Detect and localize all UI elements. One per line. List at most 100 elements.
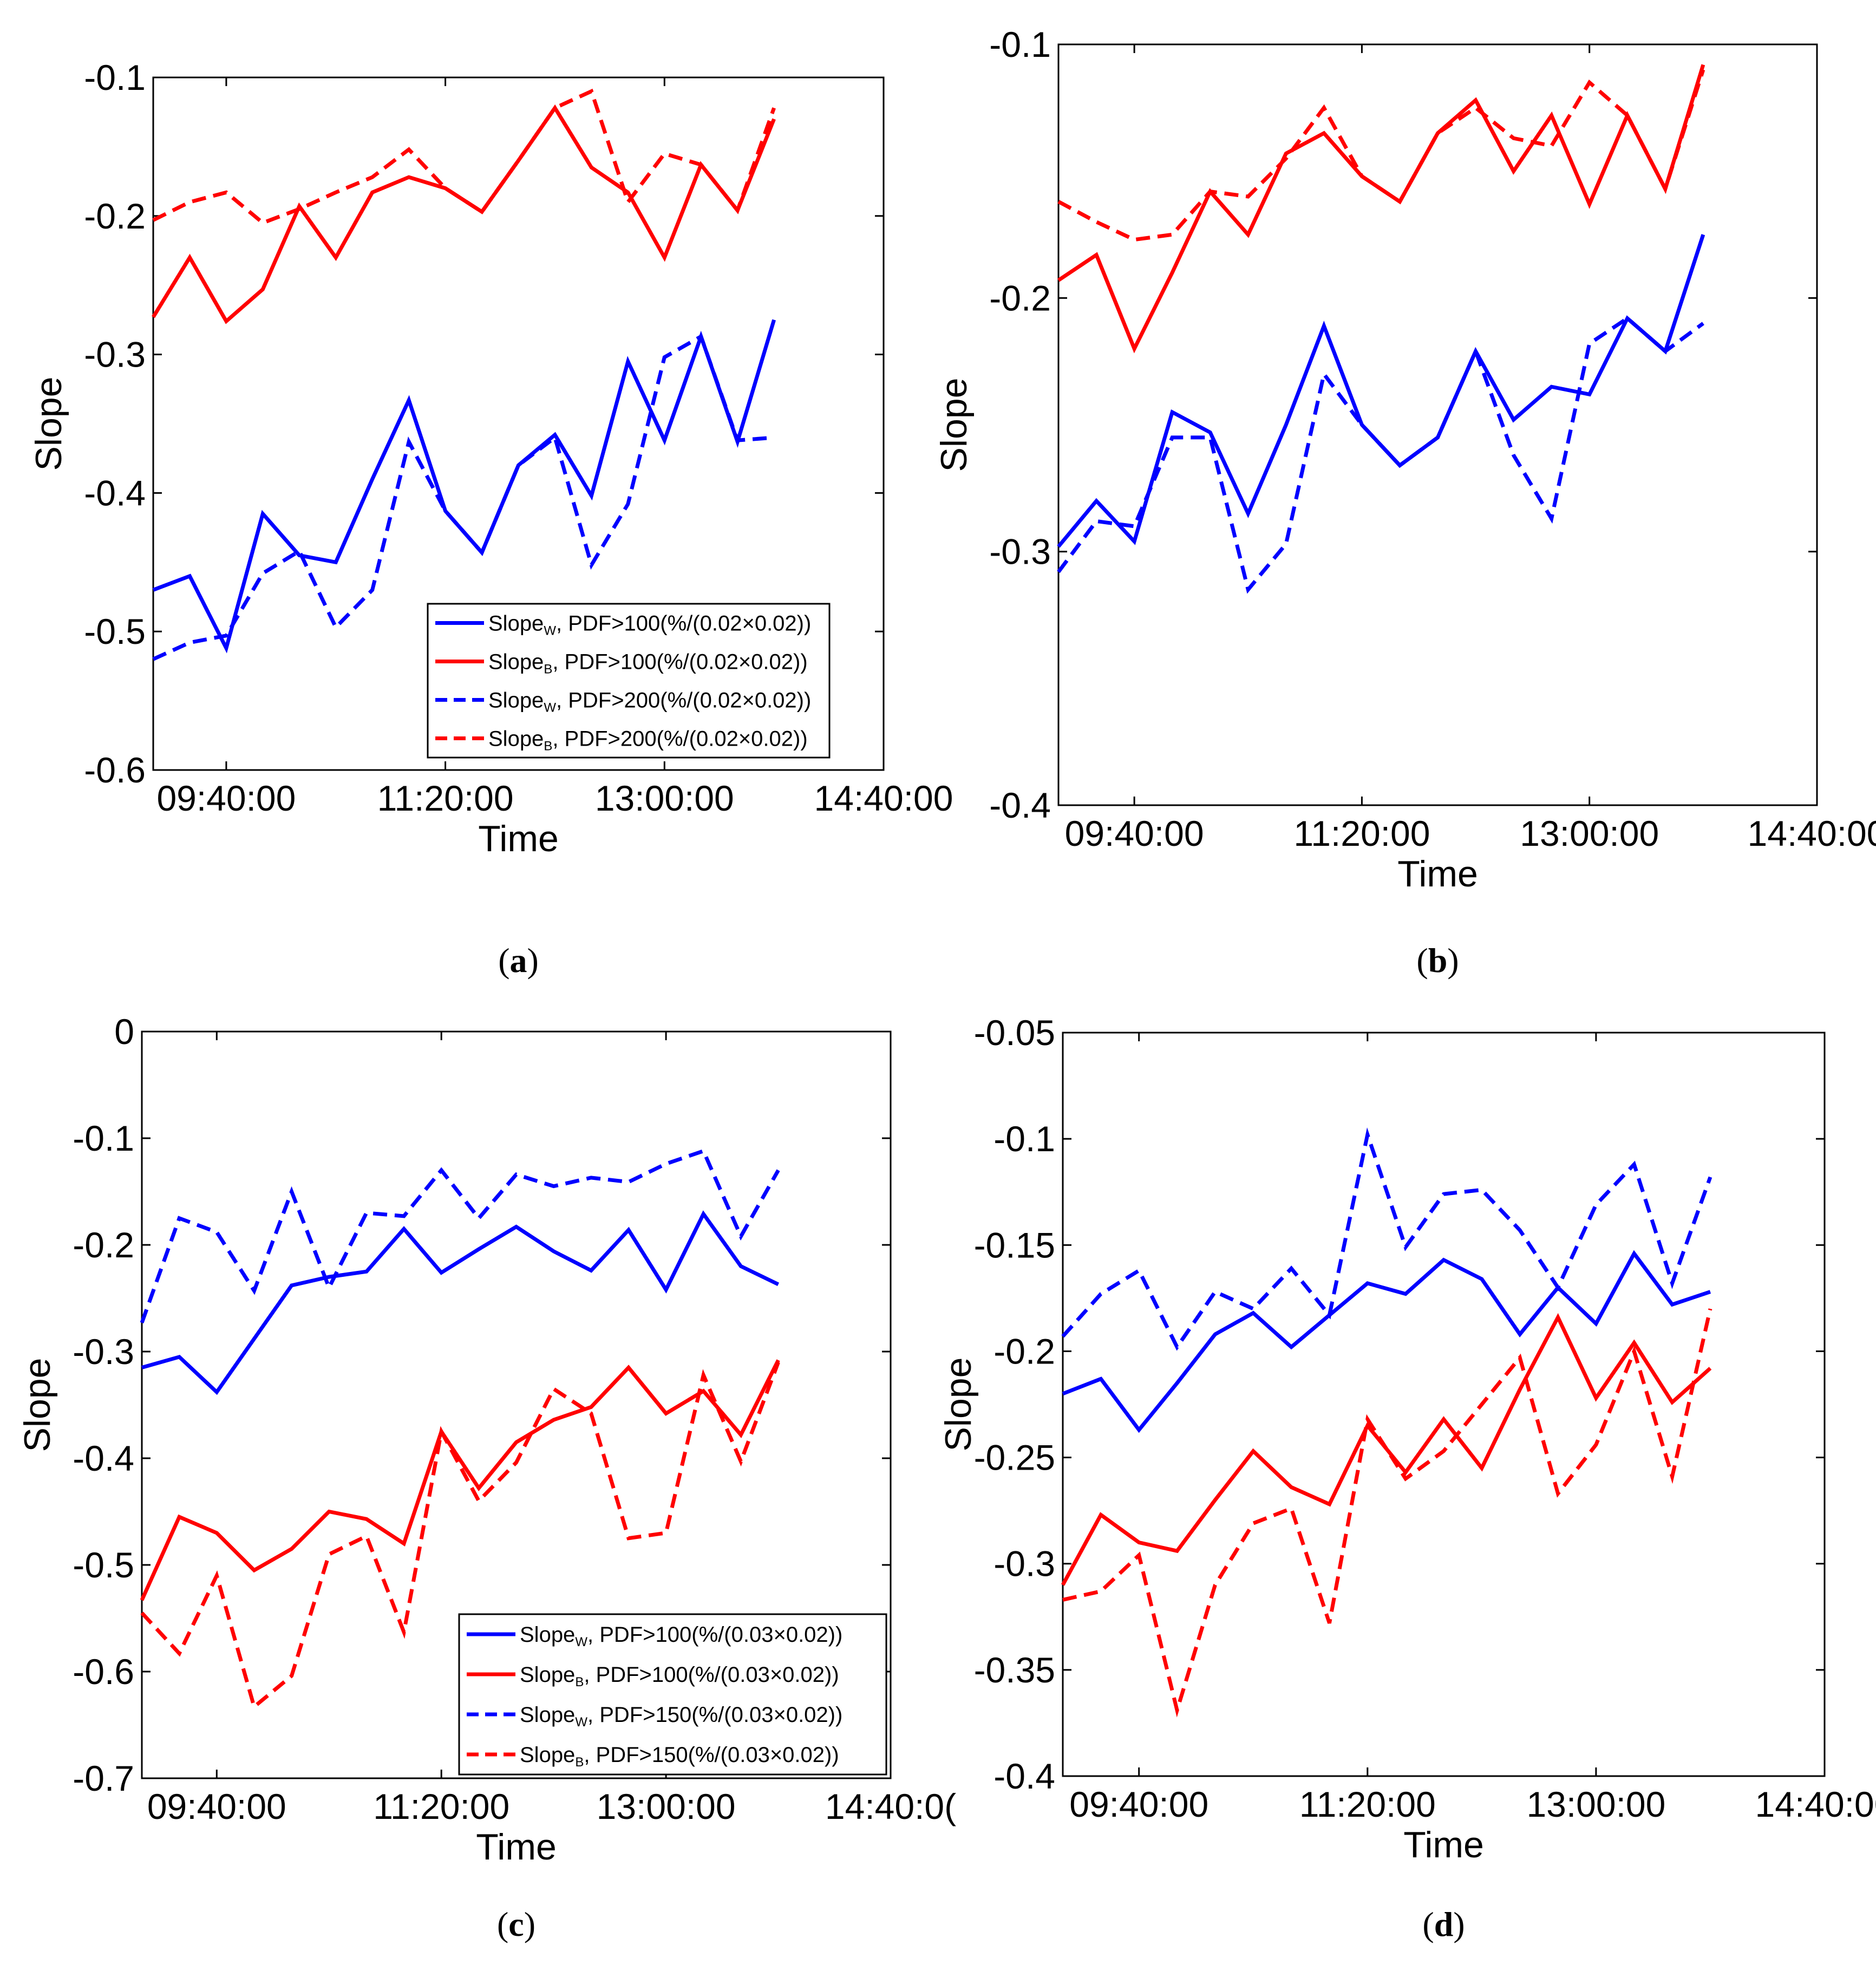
legend-subscript: B — [575, 1675, 584, 1689]
y-tick-label: -0.5 — [84, 611, 146, 651]
y-tick-label: -0.1 — [84, 57, 146, 97]
x-tick-label: 14:40:00 — [814, 778, 953, 818]
series-line-blue-solid — [1057, 234, 1705, 548]
caption-letter: a — [510, 941, 527, 980]
legend: SlopeW, PDF>100(%/(0.02×0.02))SlopeB, PD… — [427, 603, 831, 759]
x-tick-label: 09:40:00 — [147, 1786, 286, 1826]
legend-entry: SlopeB, PDF>200(%/(0.02×0.02)) — [488, 727, 808, 754]
y-tick-label: 0 — [114, 1012, 134, 1052]
y-tick-label: -0.4 — [73, 1438, 134, 1478]
legend-box — [458, 1613, 887, 1776]
x-tick-label: 14:40:00 — [1748, 813, 1876, 853]
caption-close: ) — [524, 1905, 535, 1943]
legend-name: Slope — [488, 727, 544, 751]
plot-frame — [152, 76, 885, 771]
caption-open: ( — [498, 941, 509, 980]
legend-name: Slope — [520, 1623, 575, 1647]
chart-panel-a: -0.6 -0.5 -0.4 -0.3 -0.2 -0.1 09:40:00 11:20:00… — [28, 57, 953, 980]
x-tick-label: 11:20:00 — [1299, 1784, 1436, 1824]
y-tick-label: -0.3 — [84, 335, 146, 375]
legend-subscript: W — [544, 624, 556, 638]
legend-box — [427, 603, 831, 759]
y-axis-label: Slope — [938, 1358, 979, 1452]
caption-letter: d — [1434, 1905, 1454, 1943]
chart-panel-d: -0.4 -0.35 -0.3 -0.25 -0.2 -0.15 -0.1 -0.05 09:4… — [938, 1013, 1876, 1943]
series-line-red-solid — [1057, 64, 1705, 354]
y-tick-label: -0.2 — [993, 1331, 1055, 1371]
legend-subscript: W — [544, 701, 556, 715]
y-tick-label: -0.4 — [993, 1756, 1055, 1796]
series-line-red-dashed — [140, 1361, 780, 1711]
y-tick-label: -0.1 — [993, 1119, 1055, 1159]
plot-frame — [1057, 43, 1818, 806]
caption-letter: c — [508, 1905, 524, 1943]
legend-entry: SlopeW, PDF>100(%/(0.03×0.02)) — [520, 1623, 842, 1649]
y-tick-label: -0.3 — [73, 1332, 134, 1372]
legend-rest: , PDF>100(%/(0.02×0.02)) — [556, 612, 811, 636]
panel-caption: (c) — [497, 1905, 535, 1943]
y-tick-label: -0.4 — [989, 785, 1051, 825]
x-tick-label: 14:40:00 — [1755, 1784, 1876, 1824]
x-tick-label: 13:00:00 — [597, 1786, 736, 1826]
legend-subscript: W — [575, 1715, 587, 1730]
legend-rest: , PDF>200(%/(0.02×0.02)) — [556, 689, 811, 713]
legend-entry: SlopeW, PDF>200(%/(0.02×0.02)) — [488, 689, 811, 715]
y-tick-label: -0.05 — [974, 1013, 1055, 1053]
caption-close: ) — [1453, 1905, 1465, 1943]
chart-panel-b: -0.4 -0.3 -0.2 -0.1 09:40:00 11:20:00 13:00:00… — [933, 24, 1876, 980]
y-tick-label: -0.4 — [84, 473, 146, 513]
legend-rest: , PDF>100(%/(0.02×0.02)) — [552, 650, 807, 674]
y-tick-label: -0.15 — [974, 1225, 1055, 1265]
legend-subscript: B — [575, 1755, 584, 1770]
legend-rest: , PDF>150(%/(0.03×0.02)) — [587, 1703, 842, 1727]
legend-rest: , PDF>150(%/(0.03×0.02)) — [584, 1743, 839, 1767]
y-tick-label: -0.25 — [974, 1438, 1055, 1478]
legend-subscript: B — [544, 739, 552, 754]
y-tick-label: -0.5 — [73, 1545, 134, 1585]
legend-name: Slope — [488, 650, 544, 674]
y-tick-label: -0.1 — [73, 1118, 134, 1158]
panel-caption: (b) — [1416, 941, 1459, 980]
caption-open: ( — [497, 1905, 508, 1943]
panel-caption: (d) — [1422, 1905, 1465, 1943]
series-line-blue-dashed — [1061, 1127, 1712, 1351]
series-line-blue-dashed — [152, 334, 774, 661]
series-line-blue-dashed — [140, 1149, 780, 1323]
series-line-blue-solid — [141, 1210, 780, 1395]
y-tick-label: -0.6 — [73, 1652, 134, 1692]
x-tick-label: 09:40:00 — [1069, 1784, 1208, 1824]
series-line-blue-dashed — [1057, 316, 1704, 594]
y-axis-label: Slope — [17, 1358, 58, 1452]
legend-name: Slope — [488, 689, 544, 713]
x-tick-label: 13:00:00 — [1526, 1784, 1665, 1824]
y-tick-label: -0.2 — [84, 196, 146, 236]
series-line-red-dashed — [1057, 69, 1705, 242]
legend: SlopeW, PDF>100(%/(0.03×0.02))SlopeB, PD… — [458, 1613, 887, 1776]
y-tick-label: -0.35 — [974, 1650, 1055, 1690]
legend-subscript: B — [544, 662, 552, 677]
legend-rest: , PDF>100(%/(0.03×0.02)) — [587, 1623, 842, 1647]
caption-letter: b — [1428, 941, 1448, 980]
y-tick-label: -0.7 — [73, 1758, 134, 1798]
x-tick-label: 14:40:0( — [825, 1786, 956, 1826]
x-axis-label: Time — [476, 1826, 557, 1868]
x-tick-label: 11:20:00 — [373, 1786, 509, 1826]
plot-frame — [1062, 1032, 1826, 1777]
legend-subscript: W — [575, 1635, 587, 1649]
y-axis-label: Slope — [933, 378, 975, 472]
series-line-red-solid — [152, 104, 776, 324]
x-tick-label: 09:40:00 — [1065, 813, 1204, 853]
panel-caption: (a) — [498, 941, 539, 980]
x-tick-label: 13:00:00 — [1520, 813, 1659, 853]
series-line-red-dashed — [152, 88, 776, 225]
series-line-red-dashed — [1062, 1308, 1712, 1718]
legend-entry: SlopeB, PDF>100(%/(0.03×0.02)) — [520, 1663, 839, 1689]
legend-name: Slope — [520, 1743, 575, 1767]
y-tick-label: -0.2 — [73, 1225, 134, 1265]
series-line-red-solid — [140, 1359, 780, 1601]
x-tick-label: 13:00:00 — [595, 778, 734, 818]
legend-rest: , PDF>100(%/(0.03×0.02)) — [584, 1663, 839, 1687]
series-line-blue-solid — [1062, 1250, 1711, 1433]
x-tick-label: 11:20:00 — [1293, 813, 1430, 853]
